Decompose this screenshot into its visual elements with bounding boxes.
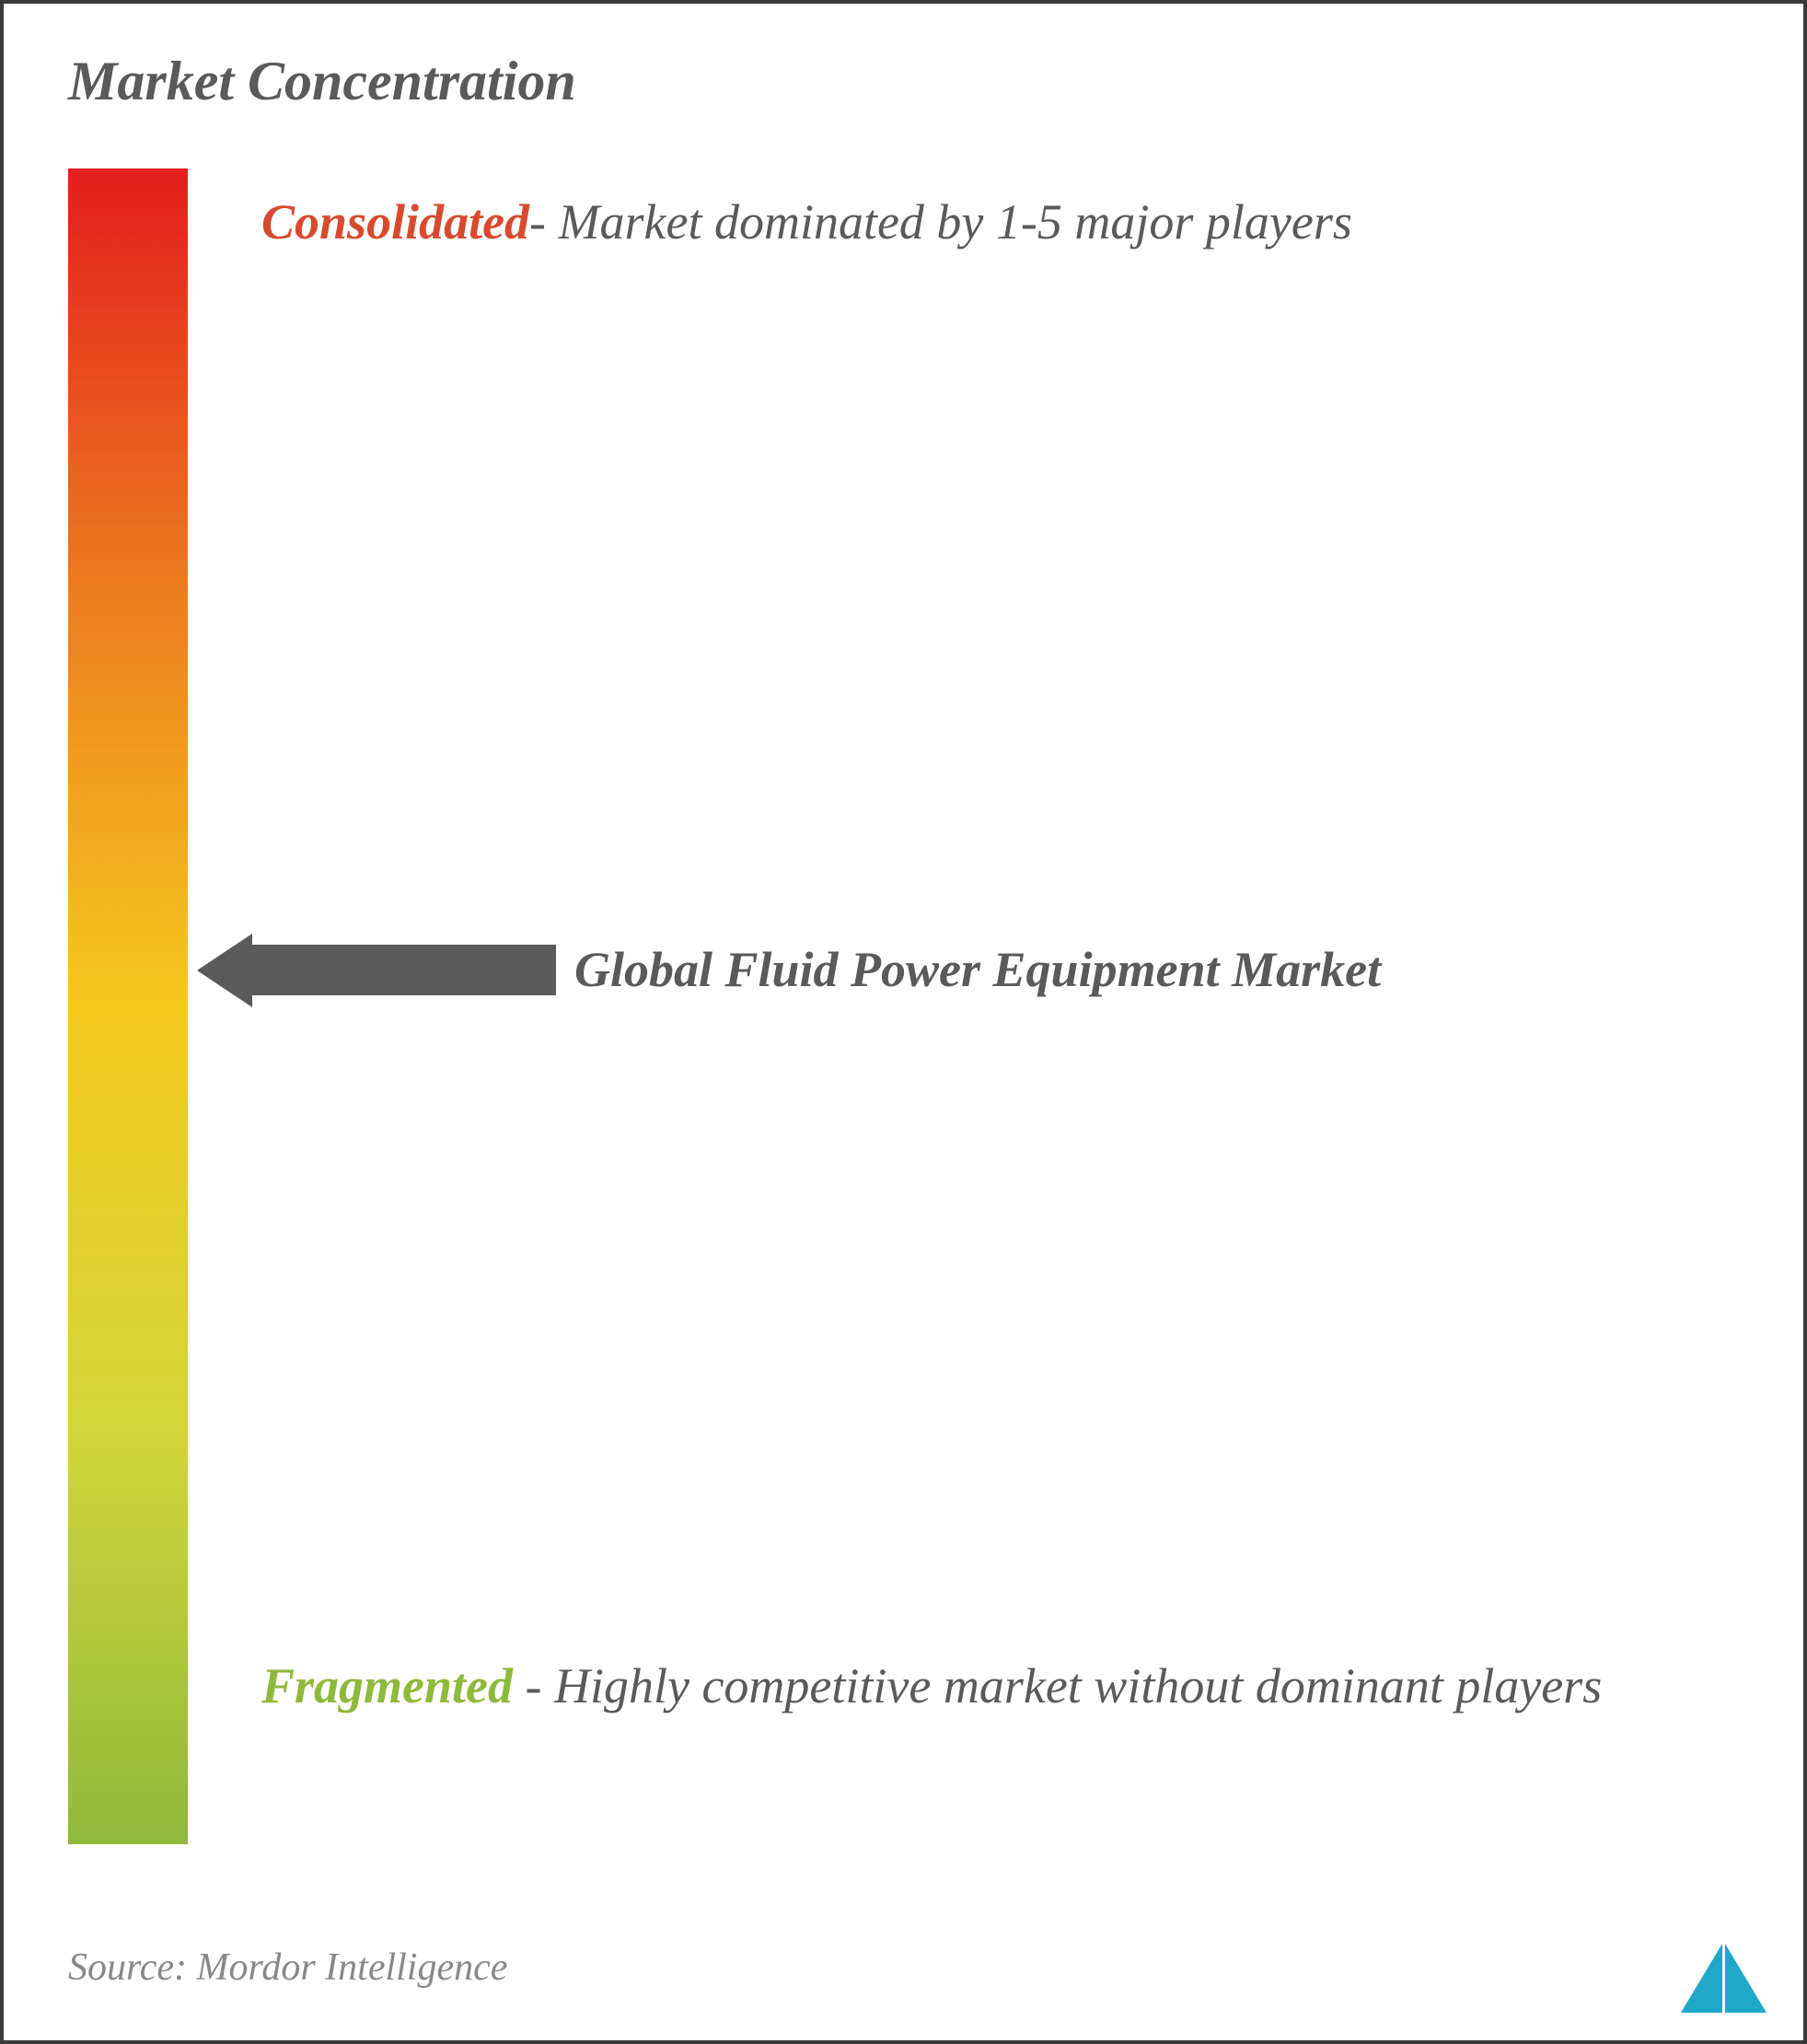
content-area: Consolidated- Market dominated by 1-5 ma… <box>68 168 1757 1872</box>
mordor-logo-icon <box>1681 1944 1766 2013</box>
market-label: Global Fluid Power Equipment Market <box>574 933 1403 1007</box>
gradient-scale-bar <box>68 168 188 1844</box>
market-position-indicator: Global Fluid Power Equipment Market <box>197 933 1403 1007</box>
arrow-line <box>252 945 556 995</box>
page-title: Market Concentration <box>68 50 1757 113</box>
source-attribution: Source: Mordor Intelligence <box>68 1945 507 1990</box>
fragmented-word: Fragmented <box>261 1658 513 1713</box>
logo-triangle-right <box>1725 1944 1766 2013</box>
consolidated-description: - Market dominated by 1-5 major players <box>529 194 1352 250</box>
fragmented-description: - Highly competitive market without domi… <box>513 1658 1602 1713</box>
fragmented-label: Fragmented - Highly competitive market w… <box>261 1642 1642 1731</box>
infographic-container: Market Concentration Consolidated- Marke… <box>0 0 1807 2044</box>
consolidated-label: Consolidated- Market dominated by 1-5 ma… <box>261 178 1642 267</box>
consolidated-word: Consolidated <box>261 194 529 250</box>
arrow-left-icon <box>197 934 252 1007</box>
logo-triangle-left <box>1681 1944 1722 2013</box>
